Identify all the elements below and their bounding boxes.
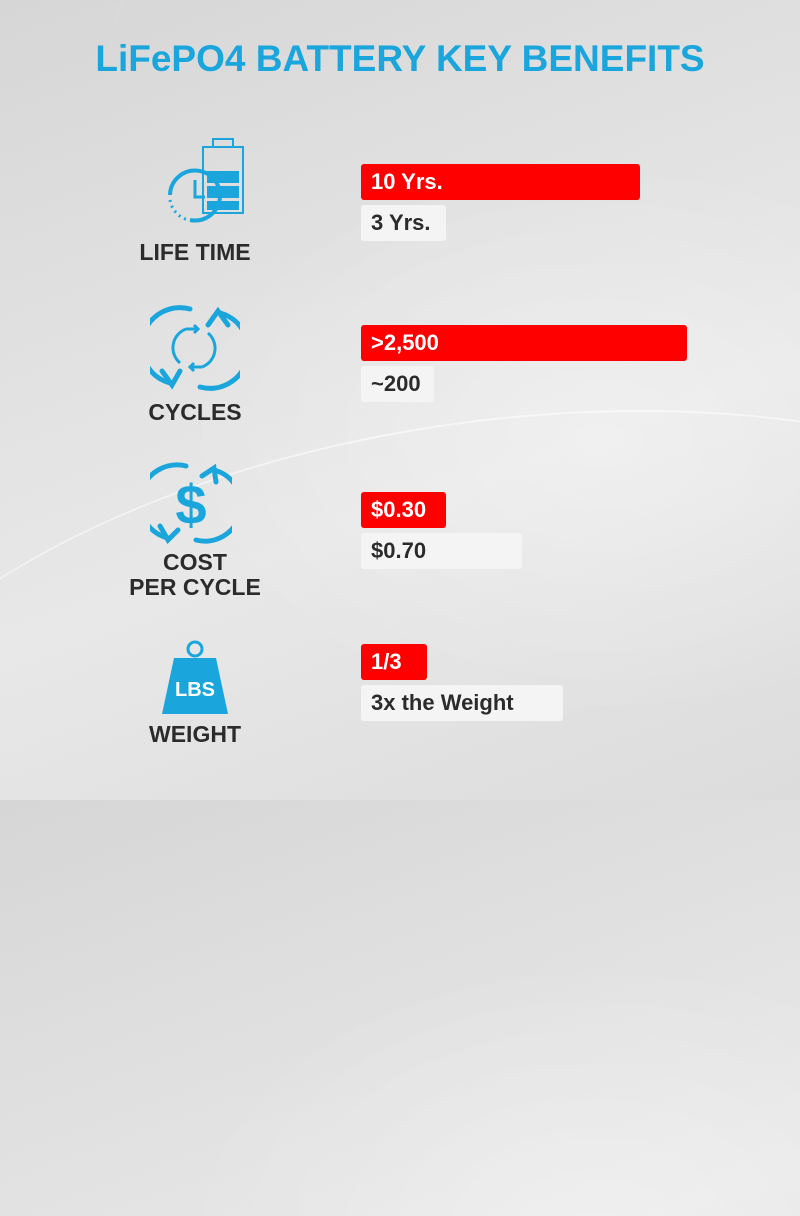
lifepo4-bar: $0.30 — [361, 492, 446, 528]
dollar-cycle-icon: $ — [150, 462, 232, 544]
other-battery-bar: $0.70 — [361, 533, 522, 569]
benefit-label: COST PER CYCLE — [129, 549, 261, 600]
battery-clock-icon — [168, 138, 244, 223]
lifepo4-bar: 1/3 — [361, 644, 427, 680]
benefit-label: CYCLES — [148, 399, 242, 425]
svg-text:$: $ — [175, 473, 206, 536]
lifepo4-bar: >2,500 — [361, 325, 687, 361]
benefit-label: LIFE TIME — [139, 239, 251, 265]
other-battery-bar: 3x the Weight — [361, 685, 563, 721]
benefit-label: WEIGHT — [149, 721, 241, 747]
other-battery-bar: 3 Yrs. — [361, 205, 446, 241]
lifepo4-bar: 10 Yrs. — [361, 164, 640, 200]
cycle-arrows-icon — [150, 305, 240, 391]
other-battery-bar: ~200 — [361, 366, 434, 402]
page-title: LiFePO4 BATTERY KEY BENEFITS — [95, 38, 705, 79]
svg-text:LBS: LBS — [175, 679, 215, 701]
lbs-weight-icon: LBS — [162, 640, 228, 714]
background-swoosh — [0, 325, 800, 1216]
